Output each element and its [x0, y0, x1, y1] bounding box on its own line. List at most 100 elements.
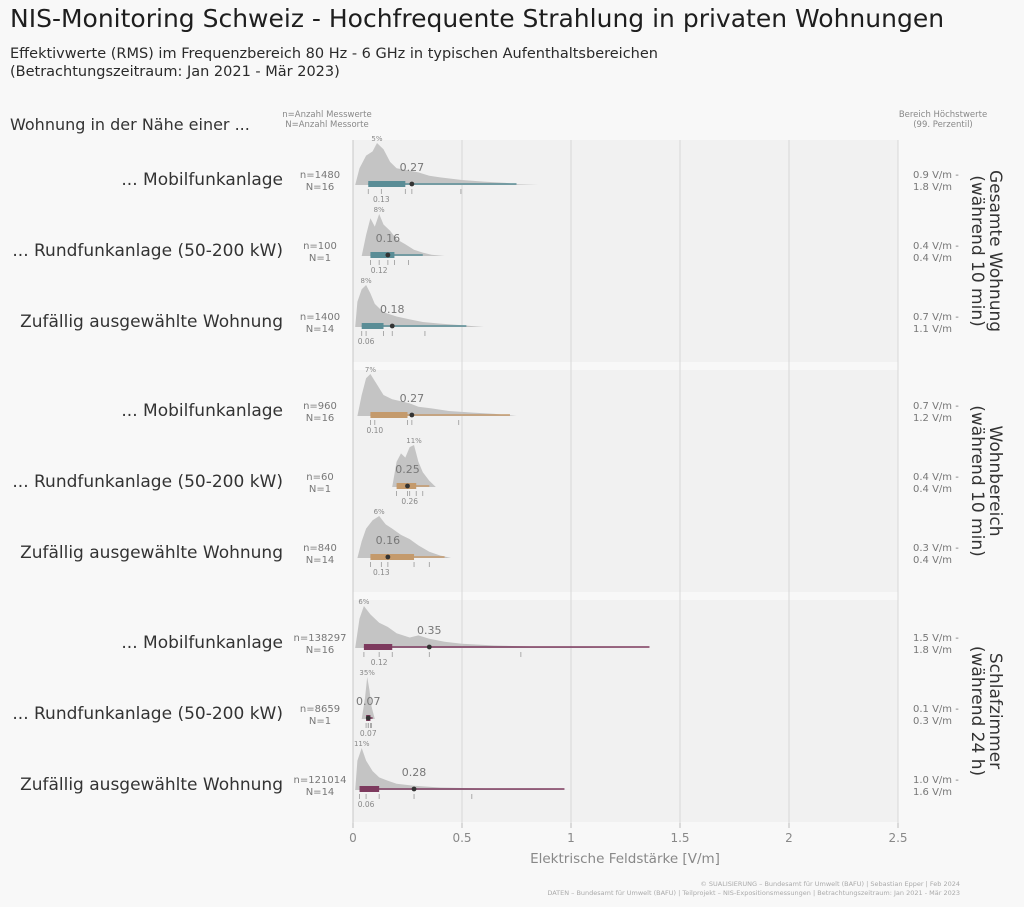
mean-point — [385, 554, 391, 560]
median-value-label: 0.13 — [373, 568, 390, 577]
panel-title-line: Schlafzimmer — [985, 653, 1005, 769]
location-count: N=16 — [306, 413, 335, 424]
x-tick-label: 1.5 — [670, 831, 689, 845]
iqr-box — [370, 412, 408, 418]
mean-value-label: 0.18 — [380, 303, 405, 316]
mean-value-label: 0.35 — [417, 624, 442, 637]
mean-point — [385, 252, 391, 258]
iqr-box — [368, 181, 406, 187]
row-label: Zufällig ausgewählte Wohnung — [20, 543, 283, 563]
legend-n-label: n=Anzahl Messwerte — [282, 110, 372, 120]
row-label: ... Rundfunkanlage (50-200 kW) — [12, 241, 283, 261]
range-max-value: 1.8 V/m — [913, 182, 952, 193]
x-tick-label: 0.5 — [452, 831, 471, 845]
measurement-count: n=100 — [303, 241, 337, 252]
density-peak-label: 8% — [361, 277, 372, 285]
row-label: Zufällig ausgewählte Wohnung — [20, 312, 283, 332]
density-ridge — [361, 214, 445, 256]
legend-N-label: N=Anzahl Messorte — [285, 120, 368, 130]
panel-title-line: Wohnbereich — [985, 426, 1005, 537]
range-max-value: 1.5 V/m - — [913, 633, 959, 644]
page-title: NIS-Monitoring Schweiz - Hochfrequente S… — [10, 4, 945, 33]
density-peak-label: 5% — [371, 135, 382, 143]
row-label: ... Rundfunkanlage (50-200 kW) — [12, 704, 283, 724]
iqr-box — [359, 786, 380, 792]
row-label: ... Mobilfunkanlage — [121, 633, 283, 653]
mean-point — [409, 412, 415, 418]
density-peak-label: 11% — [354, 740, 370, 748]
row-label: ... Mobilfunkanlage — [121, 170, 283, 190]
location-count: N=16 — [306, 645, 335, 656]
density-ridge — [357, 516, 452, 558]
density-ridge — [361, 677, 375, 719]
location-count: N=1 — [309, 253, 331, 264]
x-tick-label: 1 — [567, 831, 575, 845]
density-ridge — [357, 374, 517, 416]
panel-background — [353, 140, 898, 362]
density-peak-label: 6% — [358, 598, 369, 606]
iqr-box — [370, 252, 395, 258]
range-max-value: 0.4 V/m — [913, 253, 952, 264]
range-max-value: 0.9 V/m - — [913, 170, 959, 181]
measurement-count: n=60 — [306, 472, 333, 483]
x-tick-label: 2 — [785, 831, 793, 845]
row-label: ... Rundfunkanlage (50-200 kW) — [12, 472, 283, 492]
density-peak-label: 35% — [359, 669, 375, 677]
measurement-count: n=840 — [303, 543, 337, 554]
location-count: N=1 — [309, 716, 331, 727]
legend-range-title: Bereich Höchstwerte — [899, 110, 987, 120]
range-max-value: 1.0 V/m - — [913, 775, 959, 786]
range-max-value: 0.4 V/m - — [913, 241, 959, 252]
range-max-value: 0.4 V/m — [913, 484, 952, 495]
measurement-count: n=1480 — [300, 170, 340, 181]
location-count: N=14 — [306, 787, 335, 798]
location-count: N=14 — [306, 555, 335, 566]
mean-point — [405, 483, 410, 489]
panel-title: Wohnbereich(während 10 min) — [967, 405, 1005, 557]
location-count: N=1 — [309, 484, 331, 495]
mean-point — [426, 644, 432, 650]
range-max-value: 0.7 V/m - — [913, 401, 959, 412]
x-tick-label: 0 — [349, 831, 357, 845]
x-axis-label: Elektrische Feldstärke [V/m] — [530, 851, 720, 867]
range-max-value: 0.3 V/m - — [913, 543, 959, 554]
measurement-count: n=121014 — [294, 775, 347, 786]
row-label: ... Mobilfunkanlage — [121, 401, 283, 421]
mean-point — [409, 181, 415, 187]
density-peak-label: 6% — [374, 508, 385, 516]
median-value-label: 0.06 — [358, 800, 375, 809]
mean-value-label: 0.25 — [395, 463, 420, 476]
measurement-count: n=1400 — [300, 312, 340, 323]
panel-title: Gesamte Wohnung(während 10 min) — [967, 170, 1005, 332]
mean-value-label: 0.16 — [376, 232, 401, 245]
mean-point — [411, 786, 417, 792]
mean-value-label: 0.28 — [402, 766, 427, 779]
density-peak-label: 11% — [406, 437, 422, 445]
mean-value-label: 0.16 — [376, 534, 401, 547]
mean-value-label: 0.07 — [356, 695, 381, 708]
x-tick-label: 2.5 — [888, 831, 907, 845]
panel-title: Schlafzimmer(während 24 h) — [967, 646, 1005, 776]
panel-background — [353, 370, 898, 592]
median-value-label: 0.12 — [371, 658, 388, 667]
density-ridge — [355, 285, 484, 327]
panel-title-line: (während 10 min) — [967, 405, 987, 557]
measurement-count: n=138297 — [294, 633, 347, 644]
density-ridge — [392, 445, 436, 487]
range-max-value: 0.3 V/m — [913, 716, 952, 727]
range-max-value: 0.1 V/m - — [913, 704, 959, 715]
density-ridge — [355, 748, 571, 790]
mean-value-label: 0.27 — [400, 161, 425, 174]
iqr-box — [370, 554, 415, 560]
median-value-label: 0.13 — [373, 195, 390, 204]
panel-title-line: Gesamte Wohnung — [985, 170, 1005, 332]
range-max-value: 1.1 V/m — [913, 324, 952, 335]
mean-value-label: 0.27 — [400, 392, 425, 405]
location-count: N=14 — [306, 324, 335, 335]
iqr-box — [361, 323, 384, 329]
page-subtitle: Effektivwerte (RMS) im Frequenzbereich 8… — [10, 45, 658, 81]
subtitle-line: Effektivwerte (RMS) im Frequenzbereich 8… — [10, 46, 658, 62]
range-max-value: 1.2 V/m — [913, 413, 952, 424]
